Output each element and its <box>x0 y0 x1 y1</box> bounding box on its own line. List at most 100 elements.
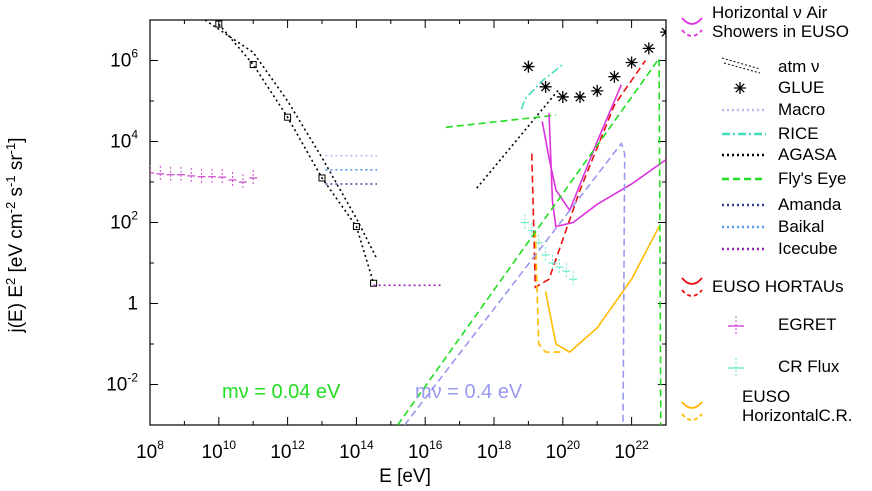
x-tick-label: 1014 <box>339 438 374 463</box>
data-point-star <box>625 56 638 69</box>
data-point-star <box>574 90 586 103</box>
data-point-star <box>660 26 666 39</box>
series-m-0-04-ev <box>397 56 662 425</box>
legend-label: Horizontal ν Air <box>712 3 828 22</box>
series-line <box>534 230 563 353</box>
legend-label: atm ν <box>778 57 820 76</box>
series-agasa <box>476 88 561 189</box>
legend-swatch <box>721 57 761 70</box>
legend-swatch <box>723 62 761 74</box>
series-line <box>544 226 660 354</box>
data-point-square <box>352 223 360 231</box>
series-fly-s-eye <box>445 114 556 129</box>
legend-item-glue: GLUE <box>734 78 824 97</box>
y-axis-title: j(E) E2 [eV cm-2 s-1 sr-1] <box>3 138 27 334</box>
axis-ticks <box>149 19 667 426</box>
y-tick-label: 102 <box>110 209 138 234</box>
annotation-mnu-004: mν = 0.04 eV <box>222 381 341 403</box>
data-point-star <box>539 80 552 93</box>
y-tick-label: 10-2 <box>106 371 138 396</box>
series-line <box>204 20 378 260</box>
legend-item-cr-flux: CR Flux <box>728 357 840 378</box>
legend-label: Amanda <box>778 195 842 214</box>
legend-label: Baikal <box>778 217 824 236</box>
series-egret <box>150 165 258 190</box>
x-tick-label: 1010 <box>202 438 237 463</box>
series-atm-upper <box>204 20 378 260</box>
data-point-star <box>522 60 535 73</box>
series-line <box>218 23 375 284</box>
series-euso-horizontalc-r-dashed <box>534 230 563 353</box>
legend-label: Icecube <box>778 239 838 258</box>
series-m-0-4-ev <box>403 141 626 425</box>
legend-item-atm: atm ν <box>721 57 820 76</box>
y-tick-label: 104 <box>110 128 138 153</box>
data-point-star <box>608 70 621 83</box>
annotation-mnu-04: mν = 0.4 eV <box>415 381 523 403</box>
data-point-square <box>284 113 292 121</box>
x-tick-labels: 108 1010 1012 1014 1016 1018 1020 1022 <box>136 438 649 463</box>
data-point-star <box>591 84 604 97</box>
series-horizontal-air-showers-in-euso <box>548 113 666 228</box>
legend-label: HorizontalC.R. <box>742 406 853 425</box>
legend-label: EGRET <box>778 315 837 334</box>
legend-label: CR Flux <box>778 357 840 376</box>
legend-item-baikal: Baikal <box>722 217 824 236</box>
x-tick-label: 1020 <box>546 438 581 463</box>
data-point-star <box>556 90 569 103</box>
legend-swatch <box>681 277 703 285</box>
data-point-square <box>370 279 378 287</box>
data-point-square <box>318 174 326 182</box>
series-line <box>476 88 561 189</box>
series-rice <box>520 63 564 110</box>
series-layer <box>150 20 666 425</box>
series-horizontal-air-showers-in-euso-2 <box>541 84 623 212</box>
legend-swatch <box>681 17 703 25</box>
legend-swatch <box>681 29 703 37</box>
legend-label: GLUE <box>778 78 824 97</box>
x-tick-label: 1022 <box>614 438 649 463</box>
series-glue <box>522 26 666 103</box>
series-line <box>445 114 556 129</box>
legend-label: EUSO <box>742 387 790 406</box>
series-line <box>520 63 564 110</box>
legend-swatch <box>681 401 703 409</box>
series-euso-hortaus <box>531 60 647 289</box>
legend-swatch <box>734 82 746 94</box>
legend-item-egret: EGRET <box>728 315 837 336</box>
legend-label: Macro <box>778 100 825 119</box>
series-line <box>403 141 626 425</box>
legend-item-agasa: AGASA <box>722 145 837 164</box>
legend-item-amanda: Amanda <box>722 195 842 214</box>
legend-item-icecube: Icecube <box>722 239 838 258</box>
x-axis-title: E [eV] <box>379 466 431 487</box>
legend-label: Showers in EUSO <box>712 22 849 41</box>
series-line <box>541 84 623 212</box>
legend-label: AGASA <box>778 145 837 164</box>
legend-item-fly-s-eye: Fly's Eye <box>722 169 846 188</box>
legend-label: EUSO HORTAUs <box>712 277 844 296</box>
y-tick-labels: 106 104 102 1 10-2 <box>106 47 138 396</box>
legend-swatch <box>681 413 703 421</box>
series-line <box>531 60 647 289</box>
series-euso-horizontalc-r <box>544 226 660 354</box>
data-point-star <box>642 42 655 55</box>
legend-label: Fly's Eye <box>778 169 846 188</box>
x-tick-label: 108 <box>136 438 164 463</box>
legend-label: RICE <box>778 124 819 143</box>
data-point-square <box>215 20 223 28</box>
x-tick-label: 1012 <box>270 438 305 463</box>
data-point-square <box>249 61 257 69</box>
plot-frame <box>149 19 667 426</box>
series-line <box>397 56 662 425</box>
x-tick-label: 1016 <box>408 438 443 463</box>
legend-item-euso-hortaus: EUSO HORTAUs <box>681 277 844 297</box>
x-tick-label: 1018 <box>477 438 512 463</box>
y-tick-label: 106 <box>110 47 138 72</box>
series-cr-flux <box>520 214 578 288</box>
legend-swatch <box>681 289 703 297</box>
